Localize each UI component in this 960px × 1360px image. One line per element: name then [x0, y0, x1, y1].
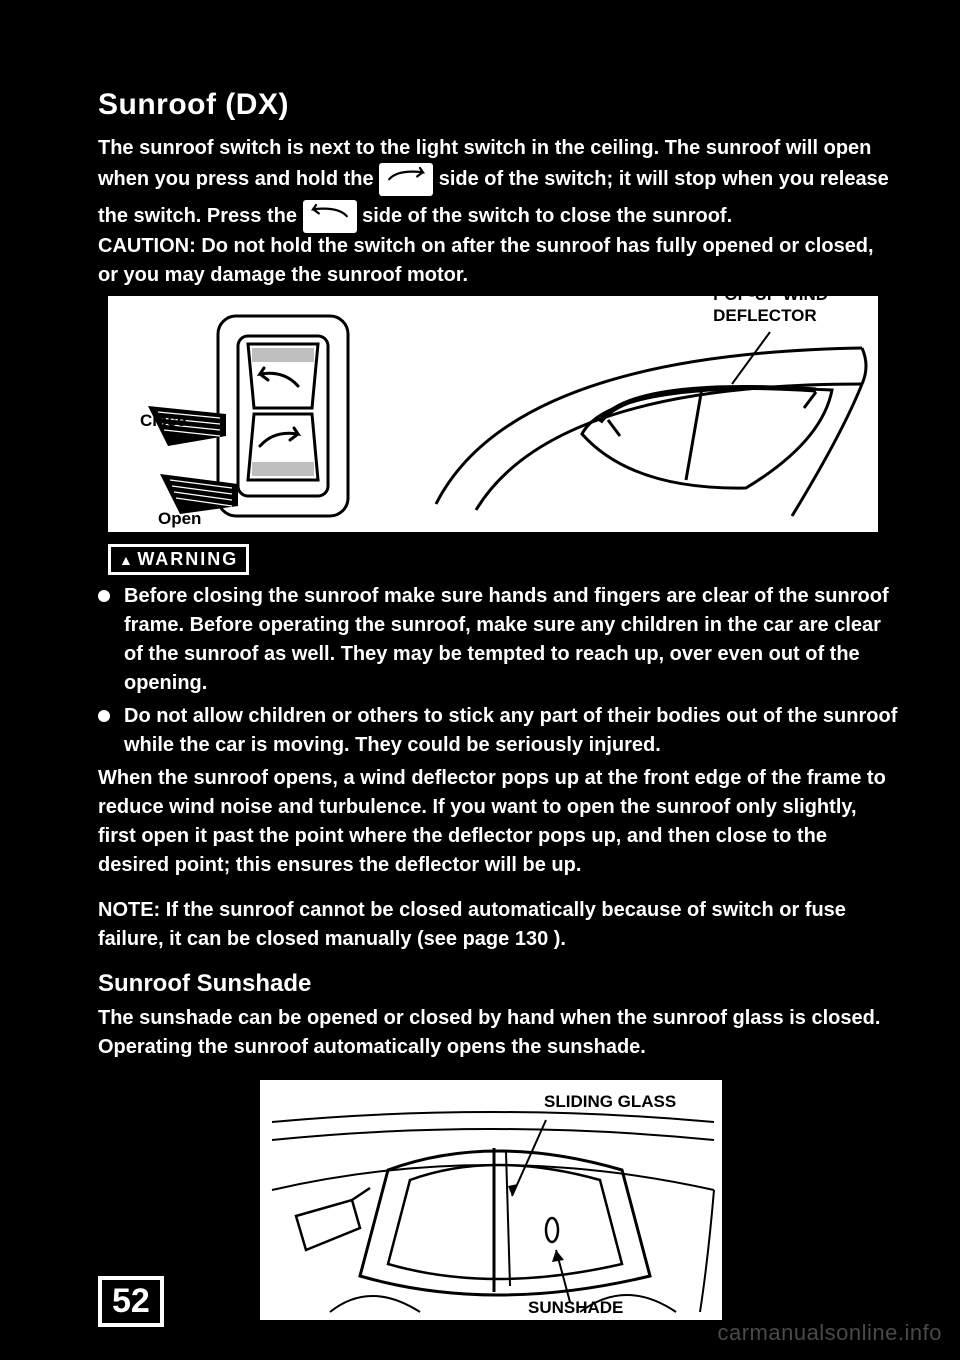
- figure-sunroof-switch: Close Open POP-UP WIND DEFLECTOR: [108, 296, 878, 532]
- sunshade-paragraph: The sunshade can be opened or closed by …: [98, 1004, 898, 1062]
- intro-line1: The sunroof switch is next to the light …: [98, 134, 898, 163]
- sunshade-label: SUNSHADE: [528, 1298, 623, 1318]
- popup-deflector-label: POP-UP WIND DEFLECTOR: [713, 284, 828, 327]
- close-label: Close: [140, 411, 186, 431]
- intro-line3: the switch. Press the side of the switch…: [98, 200, 898, 233]
- sunshade-heading: Sunroof Sunshade: [98, 970, 898, 998]
- note-paragraph: NOTE: If the sunroof cannot be closed au…: [98, 896, 898, 954]
- warning-item-2: Do not allow children or others to stick…: [98, 702, 898, 760]
- close-arrow-icon: [303, 200, 357, 233]
- figure-sunshade: SLIDING GLASS SUNSHADE: [258, 1078, 724, 1322]
- page-title: Sunroof (DX): [98, 88, 898, 122]
- warning-badge: ▲ WARNING: [108, 544, 249, 575]
- sliding-glass-label: SLIDING GLASS: [544, 1092, 676, 1112]
- deflector-paragraph: When the sunroof opens, a wind deflector…: [98, 764, 898, 880]
- page-number-box: 52: [98, 1276, 164, 1327]
- intro-line2: when you press and hold the side of the …: [98, 163, 898, 196]
- note-label: NOTE:: [98, 899, 160, 921]
- watermark: carmanualsonline.info: [717, 1320, 942, 1346]
- page-number: 52: [112, 1282, 150, 1320]
- caution-label: CAUTION:: [98, 235, 196, 257]
- bullet-icon: [98, 710, 110, 722]
- warning-item-1: Before closing the sunroof make sure han…: [98, 582, 898, 698]
- bullet-icon: [98, 590, 110, 602]
- caution-paragraph: CAUTION: Do not hold the switch on after…: [98, 232, 898, 290]
- open-arrow-icon: [379, 163, 433, 196]
- warning-triangle-icon: ▲: [119, 552, 133, 568]
- open-label: Open: [158, 509, 201, 529]
